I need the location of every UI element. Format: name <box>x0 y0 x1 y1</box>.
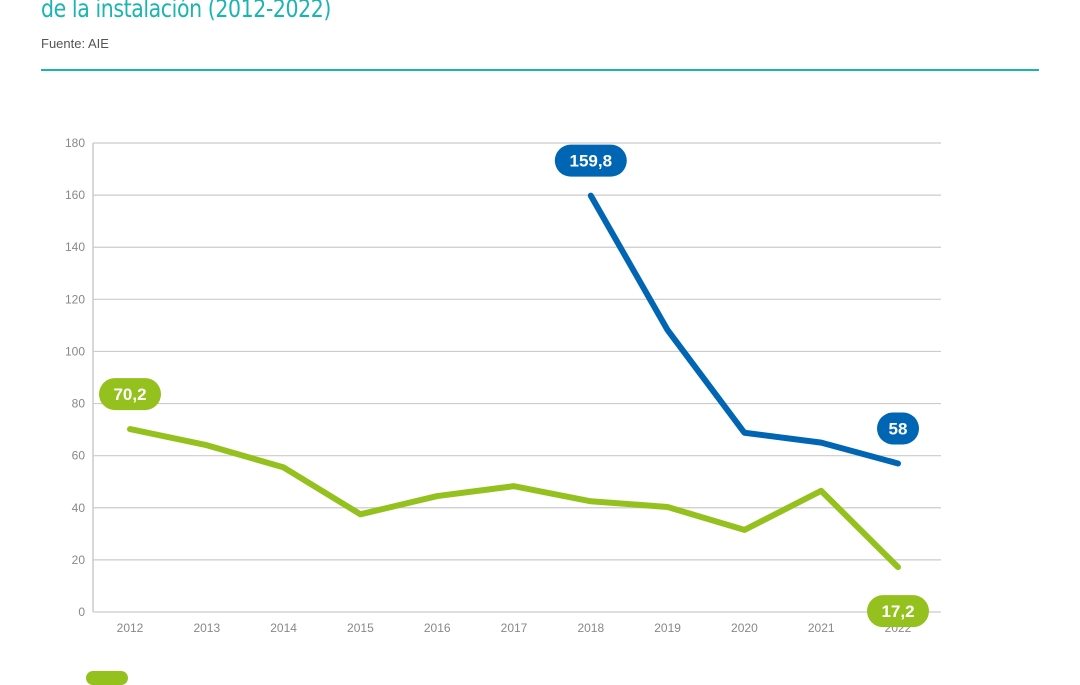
y-tick-label: 80 <box>72 397 86 411</box>
grid-lines <box>93 143 941 612</box>
data-label-text: 58 <box>889 419 908 438</box>
x-tick-label: 2019 <box>654 621 681 635</box>
data-label-text: 70,2 <box>113 385 146 404</box>
green-series-line <box>130 429 898 567</box>
series-lines <box>130 196 898 568</box>
y-axis-ticks: 0 20 40 60 80 100 120 140 160 180 <box>65 136 85 619</box>
data-labels: 70,2 17,2 159,8 58 <box>99 145 929 628</box>
x-tick-label: 2016 <box>424 621 451 635</box>
x-axis-ticks: 2012 2013 2014 2015 2016 2017 2018 2019 2020 2021… <box>117 621 912 635</box>
blue-series-line <box>591 196 898 464</box>
y-tick-label: 140 <box>65 240 85 254</box>
x-tick-label: 2014 <box>270 621 297 635</box>
x-tick-label: 2020 <box>731 621 758 635</box>
blue-series-data-label: 58 <box>877 412 919 444</box>
y-tick-label: 0 <box>78 605 85 619</box>
blue-series-data-label: 159,8 <box>555 145 627 177</box>
x-tick-label: 2015 <box>347 621 374 635</box>
x-tick-label: 2018 <box>577 621 604 635</box>
y-tick-label: 40 <box>72 501 86 515</box>
y-tick-label: 120 <box>65 292 85 306</box>
y-tick-label: 60 <box>72 449 86 463</box>
green-series-data-label: 70,2 <box>99 378 161 410</box>
data-label-text: 17,2 <box>881 602 914 621</box>
y-tick-label: 20 <box>72 553 86 567</box>
y-tick-label: 180 <box>65 136 85 150</box>
y-tick-label: 100 <box>65 344 85 358</box>
x-tick-label: 2021 <box>808 621 835 635</box>
x-tick-label: 2017 <box>501 621 528 635</box>
data-label-text: 159,8 <box>570 152 613 171</box>
legend-swatch-green <box>86 671 128 685</box>
green-series-data-label: 17,2 <box>867 595 929 627</box>
x-tick-label: 2013 <box>193 621 220 635</box>
y-tick-label: 160 <box>65 188 85 202</box>
x-tick-label: 2012 <box>117 621 144 635</box>
